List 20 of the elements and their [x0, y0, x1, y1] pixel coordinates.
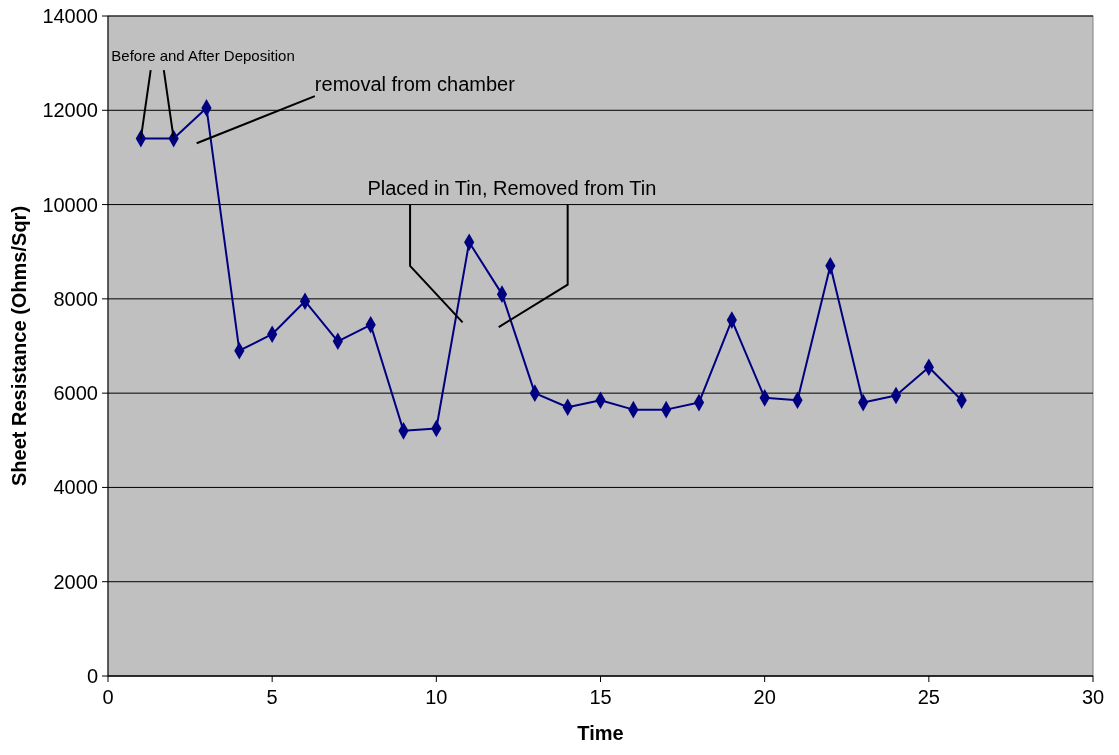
- annotation: Placed in Tin, Removed from Tin: [367, 177, 657, 200]
- x-axis-title: Time: [577, 722, 624, 744]
- y-tick-label: 4000: [53, 476, 98, 499]
- annotation: Before and After Deposition: [111, 46, 295, 64]
- x-tick-label: 30: [1081, 686, 1105, 708]
- y-tick-label: 14000: [42, 5, 98, 27]
- x-tick-label: 25: [917, 686, 940, 708]
- annotation: removal from chamber: [314, 73, 516, 96]
- y-tick-label: 0: [86, 665, 98, 687]
- x-tick-label: 0: [102, 686, 114, 708]
- y-tick-label: 6000: [53, 382, 98, 405]
- y-tick-label: 8000: [53, 287, 98, 310]
- y-tick-label: 12000: [42, 99, 98, 122]
- x-tick-label: 10: [425, 686, 448, 708]
- y-tick-label: 10000: [42, 193, 98, 216]
- x-tick-label: 20: [753, 686, 776, 708]
- x-tick-label: 15: [589, 686, 612, 708]
- y-tick-label: 2000: [53, 570, 98, 593]
- x-tick-label: 5: [266, 686, 278, 708]
- y-axis-title: Sheet Resistance (Ohms/Sqr): [8, 205, 30, 487]
